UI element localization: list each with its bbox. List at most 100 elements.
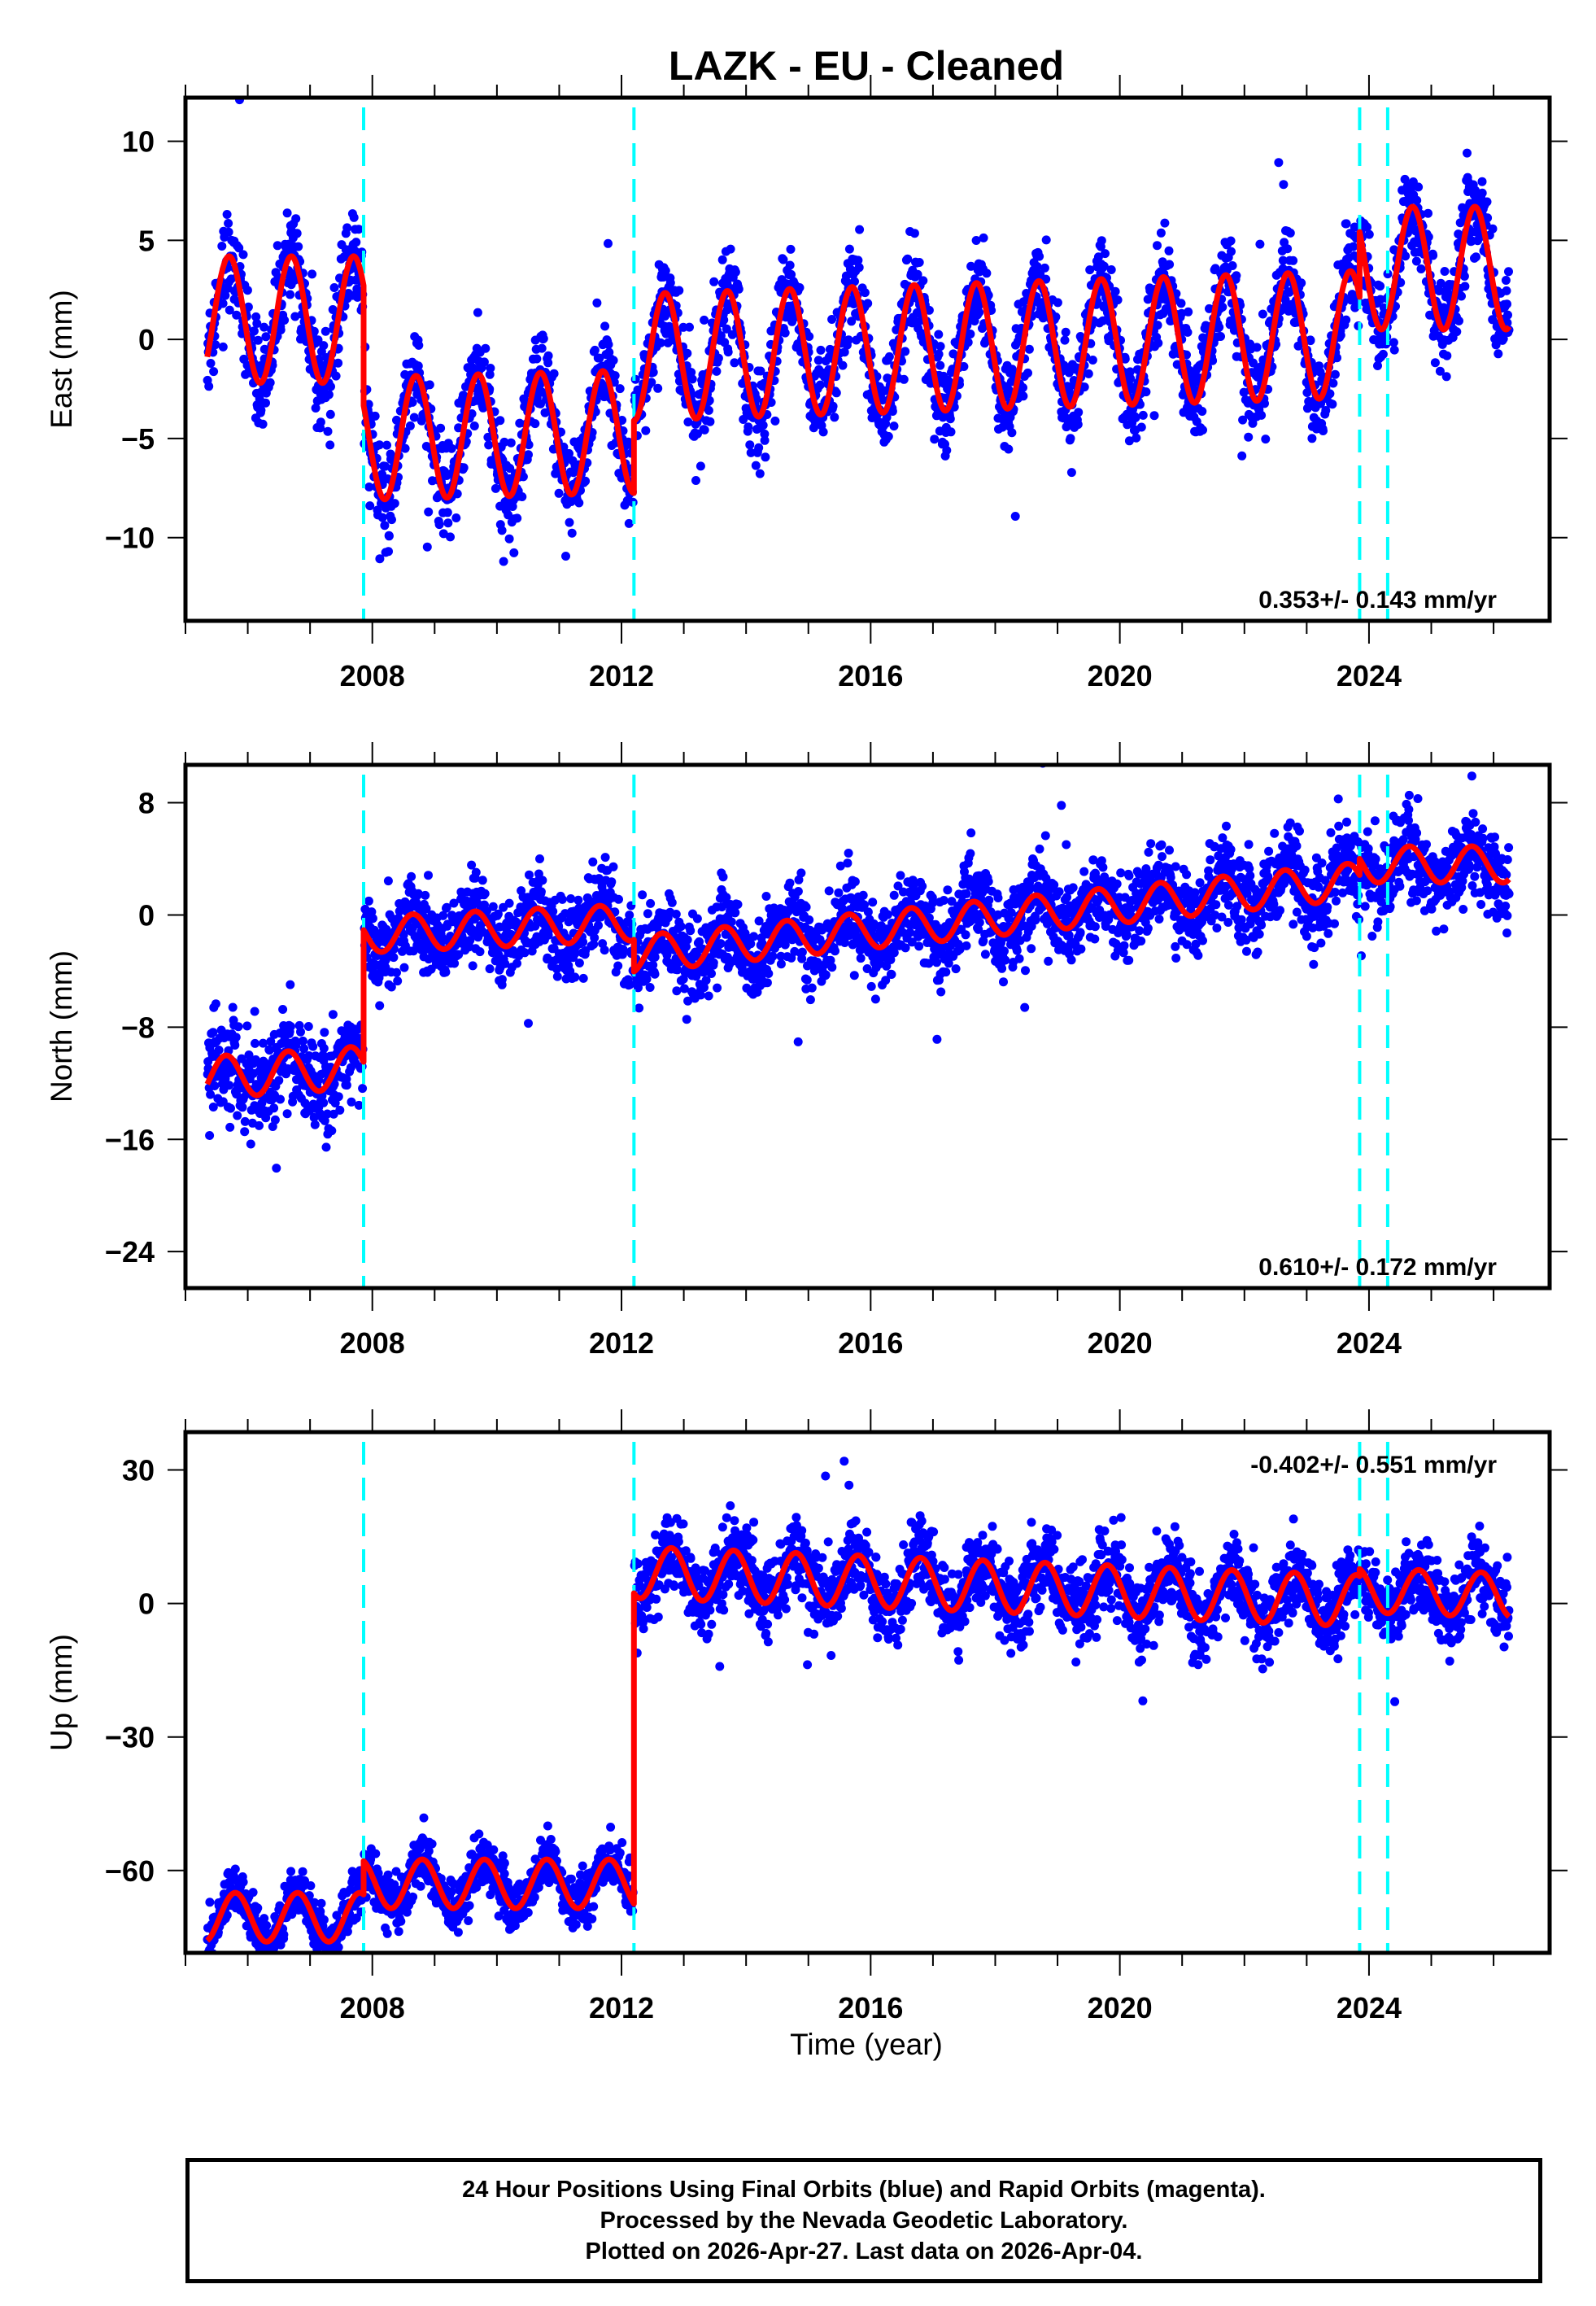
data-point: [258, 419, 268, 429]
data-point: [1110, 286, 1120, 296]
data-point: [1153, 321, 1162, 330]
data-point: [405, 421, 415, 430]
data-point: [776, 959, 786, 969]
data-point: [793, 1037, 803, 1046]
data-point: [1183, 327, 1193, 337]
data-point: [377, 513, 387, 522]
data-point: [1074, 408, 1084, 417]
data-point: [1041, 235, 1051, 245]
data-point: [1502, 286, 1511, 295]
x-tick-label: 2016: [838, 659, 903, 692]
data-point: [1198, 426, 1207, 435]
data-point: [834, 888, 844, 898]
data-point: [615, 384, 625, 394]
data-point: [274, 1076, 284, 1085]
data-point: [847, 317, 857, 326]
data-point: [1153, 241, 1162, 251]
data-point: [687, 368, 696, 378]
data-point: [936, 987, 946, 997]
data-point: [368, 914, 377, 924]
data-point: [311, 404, 321, 413]
data-point: [443, 518, 453, 528]
data-point: [399, 963, 409, 972]
data-point: [473, 308, 482, 317]
data-point: [375, 554, 385, 564]
data-point: [329, 283, 339, 292]
data-point: [581, 476, 591, 486]
data-point: [450, 959, 460, 968]
data-point: [535, 854, 544, 863]
data-point: [1035, 251, 1044, 261]
data-point: [821, 970, 831, 980]
data-point: [1061, 327, 1071, 337]
data-point: [214, 1046, 224, 1055]
data-point: [1218, 302, 1228, 312]
data-point: [438, 529, 448, 539]
data-point: [218, 299, 228, 308]
data-point: [382, 440, 391, 450]
data-point: [1411, 256, 1421, 266]
data-point: [745, 440, 755, 450]
data-point: [1149, 411, 1159, 421]
data-point: [751, 461, 761, 470]
data-point: [1454, 316, 1463, 325]
data-point: [924, 305, 934, 315]
data-point: [761, 892, 771, 901]
data-point: [1494, 349, 1503, 359]
data-point: [269, 1103, 279, 1113]
data-point: [683, 417, 693, 427]
data-point: [364, 483, 374, 491]
data-point: [730, 267, 740, 277]
data-point: [323, 426, 333, 436]
data-point: [1066, 468, 1076, 478]
data-point: [495, 416, 505, 426]
data-point: [422, 542, 432, 552]
data-point: [1430, 358, 1440, 368]
data-point: [827, 963, 837, 972]
data-point: [909, 229, 919, 238]
data-point: [1307, 434, 1317, 443]
x-tick-label: 2024: [1337, 659, 1402, 692]
data-points: [203, 765, 1514, 1173]
data-point: [299, 1044, 309, 1054]
data-point: [1232, 271, 1241, 281]
data-point: [600, 853, 610, 863]
data-point: [321, 326, 330, 336]
data-point: [574, 959, 584, 967]
data-point: [217, 242, 227, 251]
data-point: [240, 1127, 250, 1137]
data-point: [966, 261, 976, 271]
data-point: [1138, 410, 1148, 420]
data-point: [1414, 182, 1424, 192]
data-point: [889, 421, 899, 431]
data-point: [272, 1164, 281, 1173]
data-point: [787, 269, 796, 279]
data-point: [452, 489, 462, 499]
data-point: [238, 250, 248, 260]
data-point: [780, 328, 790, 338]
data-point: [704, 405, 713, 415]
data-point: [764, 969, 774, 978]
data-point: [485, 964, 495, 974]
data-point: [785, 878, 795, 888]
data-point: [349, 212, 359, 222]
data-point: [918, 881, 927, 891]
data-point: [1131, 413, 1140, 422]
data-point: [1023, 368, 1032, 378]
data-point: [1153, 338, 1163, 348]
data-point: [342, 1081, 351, 1090]
data-point: [488, 902, 498, 911]
data-point: [686, 926, 696, 936]
data-point: [1459, 272, 1469, 281]
data-point: [604, 339, 613, 349]
data-point: [935, 360, 945, 370]
data-point: [443, 508, 452, 518]
data-point: [1349, 242, 1358, 251]
data-point: [565, 448, 573, 458]
data-point: [1164, 246, 1174, 255]
data-point: [469, 421, 479, 430]
data-point: [604, 238, 613, 248]
data-point: [242, 286, 252, 295]
data-point: [743, 422, 753, 432]
data-point: [613, 961, 623, 971]
